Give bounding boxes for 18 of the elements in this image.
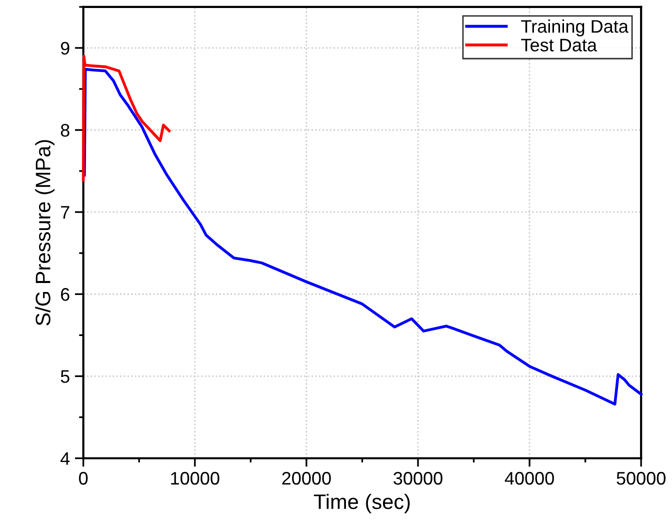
legend-label: Training Data: [521, 20, 628, 36]
x-tick-label: 50000: [616, 472, 666, 485]
x-tick-label: 30000: [394, 472, 442, 485]
line-series: [82, 54, 171, 182]
x-tick-label: 0: [79, 472, 88, 485]
line-series: [83, 68, 642, 406]
y-tick-label: 7: [61, 206, 70, 219]
x-tick-label: 40000: [504, 472, 554, 485]
y-tick-label: 4: [60, 452, 70, 465]
y-tick-label: 5: [60, 370, 70, 383]
y-tick-label: 9: [60, 42, 70, 55]
y-axis-title: S/G Pressure (MPa): [35, 140, 55, 326]
y-tick-label: 8: [60, 124, 70, 137]
x-tick-label: 10000: [171, 472, 220, 485]
y-tick-label: 6: [61, 288, 70, 301]
legend-label: Test Data: [521, 38, 598, 52]
x-tick-label: 20000: [282, 472, 331, 485]
x-axis-title: Time (sec): [314, 494, 410, 514]
